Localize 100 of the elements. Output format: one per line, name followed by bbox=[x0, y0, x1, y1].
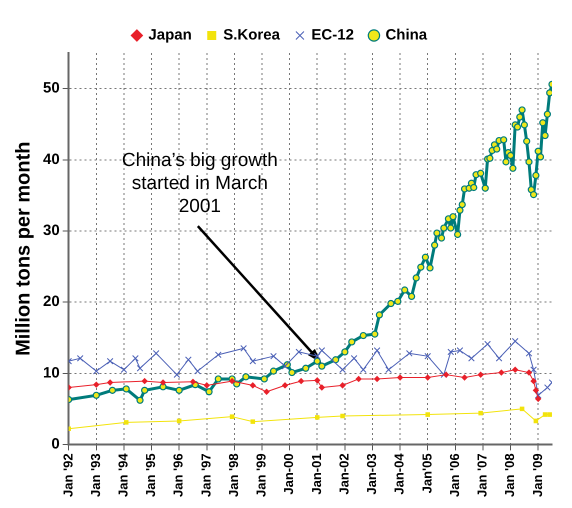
point bbox=[520, 406, 524, 412]
point bbox=[185, 356, 192, 364]
point bbox=[530, 378, 537, 384]
point bbox=[360, 366, 367, 374]
point bbox=[530, 366, 537, 374]
point bbox=[190, 378, 196, 385]
x-tick-label: Jan '07 bbox=[474, 453, 490, 498]
x-tick-label: Jan '09 bbox=[530, 453, 545, 498]
legend-label: EC-12 bbox=[311, 26, 354, 44]
point bbox=[136, 364, 144, 372]
point bbox=[298, 378, 304, 384]
y-tick-label: 10 bbox=[42, 364, 60, 382]
point bbox=[264, 388, 270, 395]
point bbox=[424, 374, 431, 381]
point bbox=[314, 377, 320, 384]
point bbox=[124, 420, 128, 425]
point bbox=[447, 348, 454, 356]
x-tick-label: Jan-01 bbox=[308, 453, 324, 495]
point bbox=[397, 374, 404, 381]
point bbox=[350, 354, 358, 362]
point bbox=[462, 374, 468, 381]
point bbox=[542, 412, 548, 417]
x-tick-label: Jan'05 bbox=[419, 453, 434, 494]
point bbox=[240, 345, 247, 352]
point bbox=[468, 354, 475, 362]
point bbox=[106, 358, 114, 364]
point bbox=[385, 366, 392, 374]
point bbox=[374, 376, 380, 382]
point bbox=[204, 382, 210, 388]
point bbox=[282, 362, 288, 370]
point bbox=[478, 372, 484, 378]
point bbox=[374, 347, 380, 354]
legend-label: China bbox=[385, 26, 428, 44]
point bbox=[478, 410, 483, 416]
x-tick-label: Jan '99 bbox=[254, 453, 269, 498]
x-tick-label: Jan-00 bbox=[281, 453, 296, 495]
x-tick-label: Jan '93 bbox=[88, 453, 103, 498]
point bbox=[250, 382, 256, 388]
point bbox=[270, 352, 277, 360]
point bbox=[132, 354, 139, 362]
point bbox=[496, 354, 502, 362]
point bbox=[406, 350, 413, 357]
point bbox=[76, 354, 84, 362]
point bbox=[318, 384, 325, 390]
x-tick-label: Jan '95 bbox=[143, 453, 158, 498]
point bbox=[120, 366, 128, 374]
point bbox=[229, 378, 236, 384]
point bbox=[176, 418, 182, 424]
x-tick-label: Jan-04 bbox=[392, 452, 407, 495]
x-tick-label: Jan-02 bbox=[336, 453, 352, 495]
point bbox=[340, 382, 346, 388]
x-tick-label: Jan-03 bbox=[364, 453, 380, 495]
point bbox=[535, 396, 542, 402]
point bbox=[547, 412, 552, 417]
point bbox=[160, 380, 166, 386]
x-tick-label: Jan '92 bbox=[60, 453, 76, 498]
point bbox=[425, 412, 430, 417]
x-tick-label: Jan '94 bbox=[116, 452, 130, 498]
point bbox=[314, 415, 320, 420]
point bbox=[532, 387, 539, 394]
point bbox=[318, 347, 326, 354]
point bbox=[526, 350, 532, 357]
point bbox=[356, 376, 362, 382]
legend-label: S.Korea bbox=[223, 26, 281, 44]
point bbox=[484, 340, 491, 348]
point bbox=[250, 419, 256, 424]
y-tick-label: 30 bbox=[42, 222, 60, 240]
y-axis-title: Million tons per month bbox=[12, 142, 35, 356]
point bbox=[230, 414, 234, 419]
annotation: China’s big growth started in March 2001 bbox=[122, 150, 278, 217]
point bbox=[282, 382, 288, 388]
point bbox=[92, 368, 100, 374]
point bbox=[512, 366, 518, 373]
x-tick-label: Jan '08 bbox=[502, 453, 518, 498]
point bbox=[534, 392, 542, 399]
point bbox=[340, 414, 345, 418]
x-tick-label: Jan '96 bbox=[170, 453, 186, 498]
point bbox=[339, 366, 346, 374]
point bbox=[214, 351, 222, 358]
x-tick-label: Jan '98 bbox=[226, 453, 241, 498]
y-tick-label: 20 bbox=[42, 293, 60, 310]
point bbox=[498, 370, 504, 376]
point bbox=[526, 370, 532, 376]
point bbox=[142, 378, 148, 384]
point bbox=[194, 368, 201, 374]
point bbox=[424, 352, 432, 360]
point bbox=[107, 380, 114, 386]
point bbox=[512, 338, 519, 345]
point bbox=[534, 418, 538, 424]
point bbox=[93, 382, 100, 388]
y-tick-label: 0 bbox=[51, 436, 60, 453]
x-tick-label: Jan '06 bbox=[446, 453, 462, 498]
legend-label: Japan bbox=[148, 26, 192, 44]
point bbox=[544, 384, 551, 391]
x-tick-label: Jan '97 bbox=[198, 453, 214, 498]
point bbox=[174, 371, 180, 378]
y-tick-label: 40 bbox=[42, 150, 60, 168]
point bbox=[296, 348, 302, 356]
point bbox=[249, 358, 256, 364]
y-tick-label: 50 bbox=[42, 80, 60, 97]
